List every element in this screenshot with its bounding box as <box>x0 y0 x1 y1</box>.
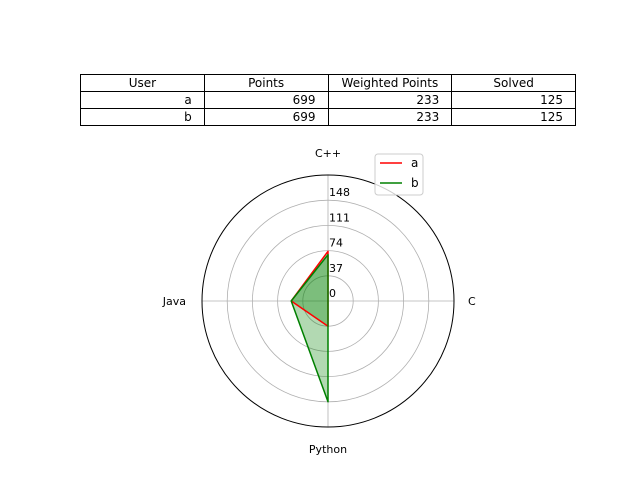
radial-tick-label: 0 <box>329 287 336 300</box>
legend-label-a: a <box>411 156 418 170</box>
series-line-b <box>290 253 329 403</box>
cell-solved: 125 <box>451 108 576 126</box>
radial-tick-label: 74 <box>329 237 343 250</box>
radial-tick-label: 148 <box>329 186 350 199</box>
stats-table: User Points Weighted Points Solved a 699… <box>80 74 576 126</box>
legend-label-b: b <box>411 176 419 190</box>
category-label: Java <box>162 295 186 308</box>
cell-weighted-points: 233 <box>327 108 453 126</box>
cell-points: 699 <box>203 108 329 126</box>
series-area-a <box>291 251 328 327</box>
radial-tick-label: 111 <box>329 211 350 224</box>
category-label: C++ <box>315 147 341 160</box>
category-label: C <box>468 295 476 308</box>
category-label: Python <box>309 443 347 456</box>
table-row: b 699 233 125 <box>80 108 576 126</box>
polar-frame <box>201 174 455 428</box>
radial-tick-label: 37 <box>329 262 343 275</box>
legend-box <box>374 153 424 196</box>
series-area-b <box>291 254 328 402</box>
